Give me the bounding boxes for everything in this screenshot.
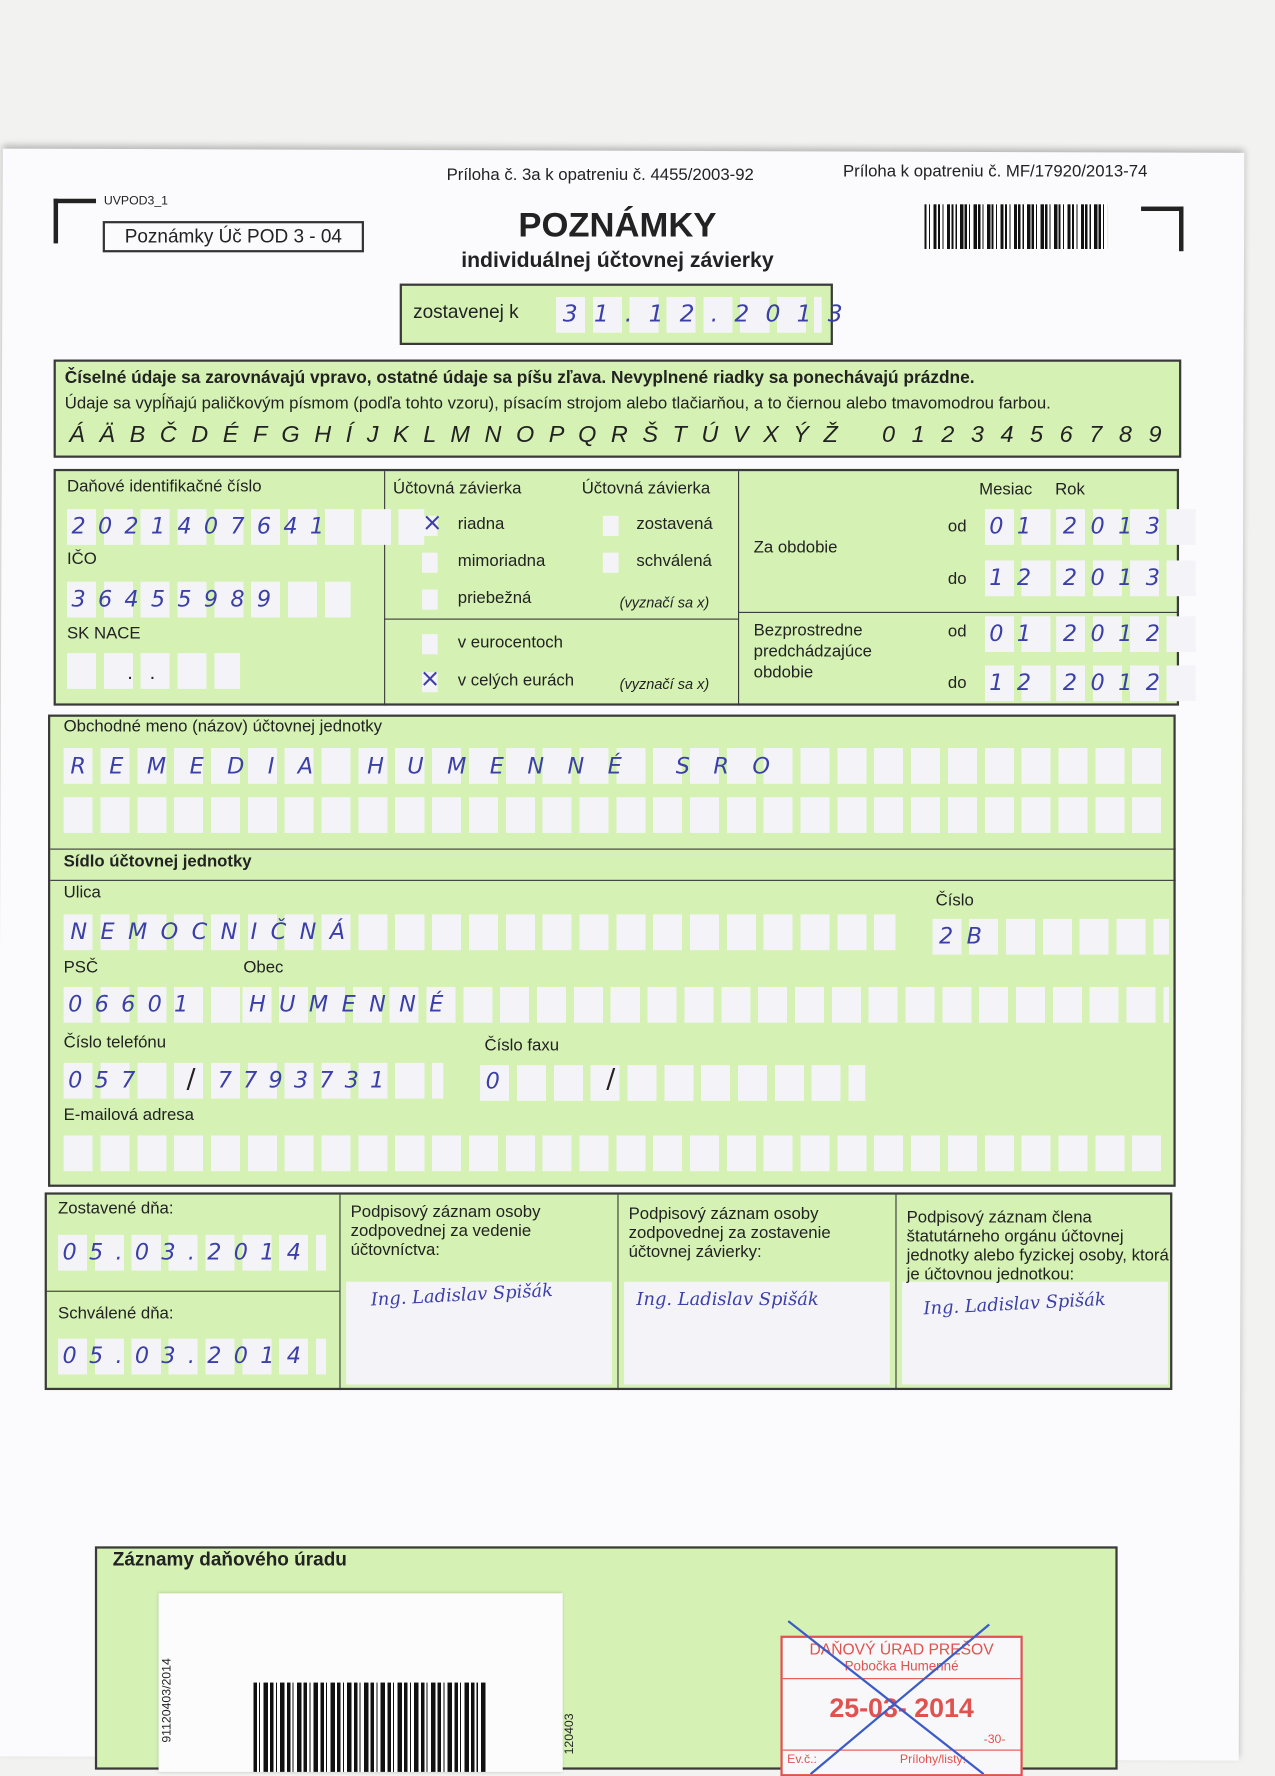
- fax-label: Číslo faxu: [484, 1036, 560, 1056]
- statement-state-heading: Účtovná závierka: [581, 478, 711, 498]
- phone-slash: /: [186, 1062, 196, 1095]
- year-label: Rok: [1055, 480, 1085, 500]
- zip-value[interactable]: 06601: [68, 990, 201, 1018]
- compiled-date-box: zostavenej k 31.12.2013: [399, 283, 843, 345]
- prev-from-year[interactable]: 2012: [1062, 619, 1174, 647]
- current-from-month[interactable]: 01: [989, 512, 1045, 540]
- fax-prefix[interactable]: 0: [485, 1067, 500, 1095]
- received-stamp: DAŇOVÝ ÚRAD PREŠOV Pobočka Humenné 25-03…: [780, 1620, 1023, 1776]
- sig-col1-label: Podpisový záznam osoby zodpovednej za ve…: [350, 1202, 541, 1260]
- from-label: od: [947, 516, 967, 536]
- approved-date-label: Schválené dňa:: [58, 1304, 174, 1324]
- identification-box: Daňové identifikačné číslo 2021407641 IČ…: [53, 468, 1196, 706]
- corner-mark-left: [53, 198, 97, 244]
- seat-label: Sídlo účtovnej jednotky: [63, 851, 252, 871]
- tax-office-box: Záznamy daňového úradu 91120403/2014 120…: [94, 1546, 1118, 1776]
- whole-euro-label: v celých eurách: [457, 671, 575, 690]
- riadna-checkbox[interactable]: ×: [422, 509, 443, 538]
- email-field[interactable]: [63, 1135, 1169, 1172]
- zostavena-checkbox[interactable]: [602, 515, 619, 536]
- compiled-date: 31.12.2013: [562, 300, 859, 328]
- street-label: Ulica: [63, 883, 101, 903]
- instructions-line1: Číselné údaje sa zarovnávajú vpravo, ost…: [64, 368, 975, 388]
- barcode: [924, 204, 1108, 249]
- nace-label: SK NACE: [66, 624, 141, 644]
- current-period-label: Za obdobie: [753, 538, 838, 558]
- sample-digits: 0 1 2 3 4 5 6 7 8 9: [882, 422, 1167, 448]
- compiled-label: zostavenej k: [413, 301, 519, 323]
- name-label: Obchodné meno (názov) účtovnej jednotky: [63, 716, 383, 736]
- entity-box: Obchodné meno (názov) účtovnej jednotky …: [48, 714, 1176, 1187]
- zostavena-label: zostavená: [636, 514, 713, 534]
- email-label: E-mailová adresa: [63, 1105, 194, 1125]
- riadna-label: riadna: [457, 514, 505, 534]
- tax-office-label: Záznamy daňového úradu: [112, 1548, 347, 1570]
- sig-col3-label: Podpisový záznam člena štatutárneho orgá…: [906, 1208, 1169, 1284]
- signatures-box: Zostavené dňa: 05.03.2014 Schválené dňa:…: [44, 1192, 1173, 1391]
- sticker-number: 91120403/2014: [160, 1658, 174, 1743]
- compiled-date-label: Zostavené dňa:: [58, 1199, 174, 1219]
- corner-mark-right: [1141, 206, 1184, 252]
- sample-letters: Á Ä B Č D É F G H Í J K L M N O P Q R Š …: [69, 422, 842, 448]
- nace-value[interactable]: . .: [127, 660, 156, 684]
- month-label: Mesiac: [979, 480, 1033, 500]
- whole-euro-checkbox[interactable]: ×: [419, 665, 441, 694]
- number-label: Číslo: [935, 890, 974, 910]
- mimoriadna-label: mimoriadna: [457, 551, 546, 571]
- cross-mark: [787, 1620, 990, 1775]
- annex-right: Príloha k opatreniu č. MF/17920/2013-74: [842, 161, 1148, 181]
- form-code: UVPOD3_1: [103, 194, 169, 208]
- page-subtitle: individuálnej účtovnej závierky: [461, 248, 774, 273]
- schvalena-checkbox[interactable]: [602, 552, 619, 573]
- priebezna-checkbox[interactable]: [422, 589, 438, 610]
- to-label: do: [947, 569, 967, 589]
- prev-to-year[interactable]: 2012: [1062, 668, 1174, 696]
- previous-period-label: Bezprostredne predchádzajúce obdobie: [753, 620, 872, 683]
- page-title: POZNÁMKY: [518, 205, 717, 245]
- name-value[interactable]: REMEDIA HUMENNÉ SRO: [70, 752, 794, 780]
- sticker-number-right: 120403: [563, 1713, 577, 1755]
- form-name-box: Poznámky Úč POD 3 - 04: [102, 221, 364, 253]
- prev-from-month[interactable]: 01: [989, 619, 1045, 647]
- name-line2[interactable]: [63, 797, 1169, 833]
- mimoriadna-checkbox[interactable]: [422, 552, 438, 573]
- sig-col2-label: Podpisový záznam osoby zodpovednej za zo…: [628, 1204, 831, 1262]
- registry-sticker: 91120403/2014 120403: [158, 1593, 577, 1772]
- instructions-line2: Údaje sa vypĺňajú paličkovým písmom (pod…: [64, 394, 1051, 414]
- zip-label: PSČ: [63, 957, 99, 977]
- compiled-date-value[interactable]: 05.03.2014: [62, 1238, 314, 1265]
- eurocent-checkbox[interactable]: [422, 634, 438, 655]
- dic-label: Daňové identifikačné číslo: [66, 476, 262, 496]
- annex-left: Príloha č. 3a k opatreniu č. 4455/2003-9…: [446, 165, 754, 185]
- ico-label: IČO: [66, 549, 97, 569]
- current-from-year[interactable]: 2013: [1062, 512, 1174, 540]
- statement-type-heading: Účtovná závierka: [393, 478, 522, 498]
- current-to-month[interactable]: 12: [989, 563, 1045, 591]
- phone-value[interactable]: 7793731: [217, 1066, 396, 1094]
- street-value[interactable]: NEMOCNIČNÁ: [70, 917, 359, 945]
- current-to-year[interactable]: 2013: [1062, 563, 1174, 591]
- fax-slash: /: [606, 1062, 616, 1095]
- city-label: Obec: [243, 957, 284, 977]
- number-value[interactable]: 2B: [938, 922, 996, 950]
- phone-prefix[interactable]: 057: [68, 1066, 148, 1094]
- schvalena-label: schválená: [636, 551, 712, 571]
- sticker-barcode: [253, 1682, 488, 1772]
- to-label: do: [947, 673, 967, 693]
- from-label: od: [947, 621, 967, 641]
- priebezna-label: priebežná: [457, 588, 532, 608]
- eurocent-label: v eurocentoch: [457, 633, 563, 653]
- phone-label: Číslo telefónu: [63, 1032, 167, 1052]
- signature-compiler: Ing. Ladislav Spišák: [636, 1288, 819, 1310]
- instructions-box: Číselné údaje sa zarovnávajú vpravo, ost…: [53, 359, 1182, 458]
- ico-value[interactable]: 36455989: [71, 585, 284, 612]
- approved-date-value[interactable]: 05.03.2014: [62, 1342, 314, 1369]
- prev-to-month[interactable]: 12: [989, 668, 1045, 696]
- mark-hint: (vyznačí sa x): [619, 675, 710, 693]
- mark-hint: (vyznačí sa x): [619, 593, 710, 611]
- dic-value[interactable]: 2021407641: [71, 512, 337, 540]
- city-value[interactable]: HUMENNÉ: [248, 990, 457, 1018]
